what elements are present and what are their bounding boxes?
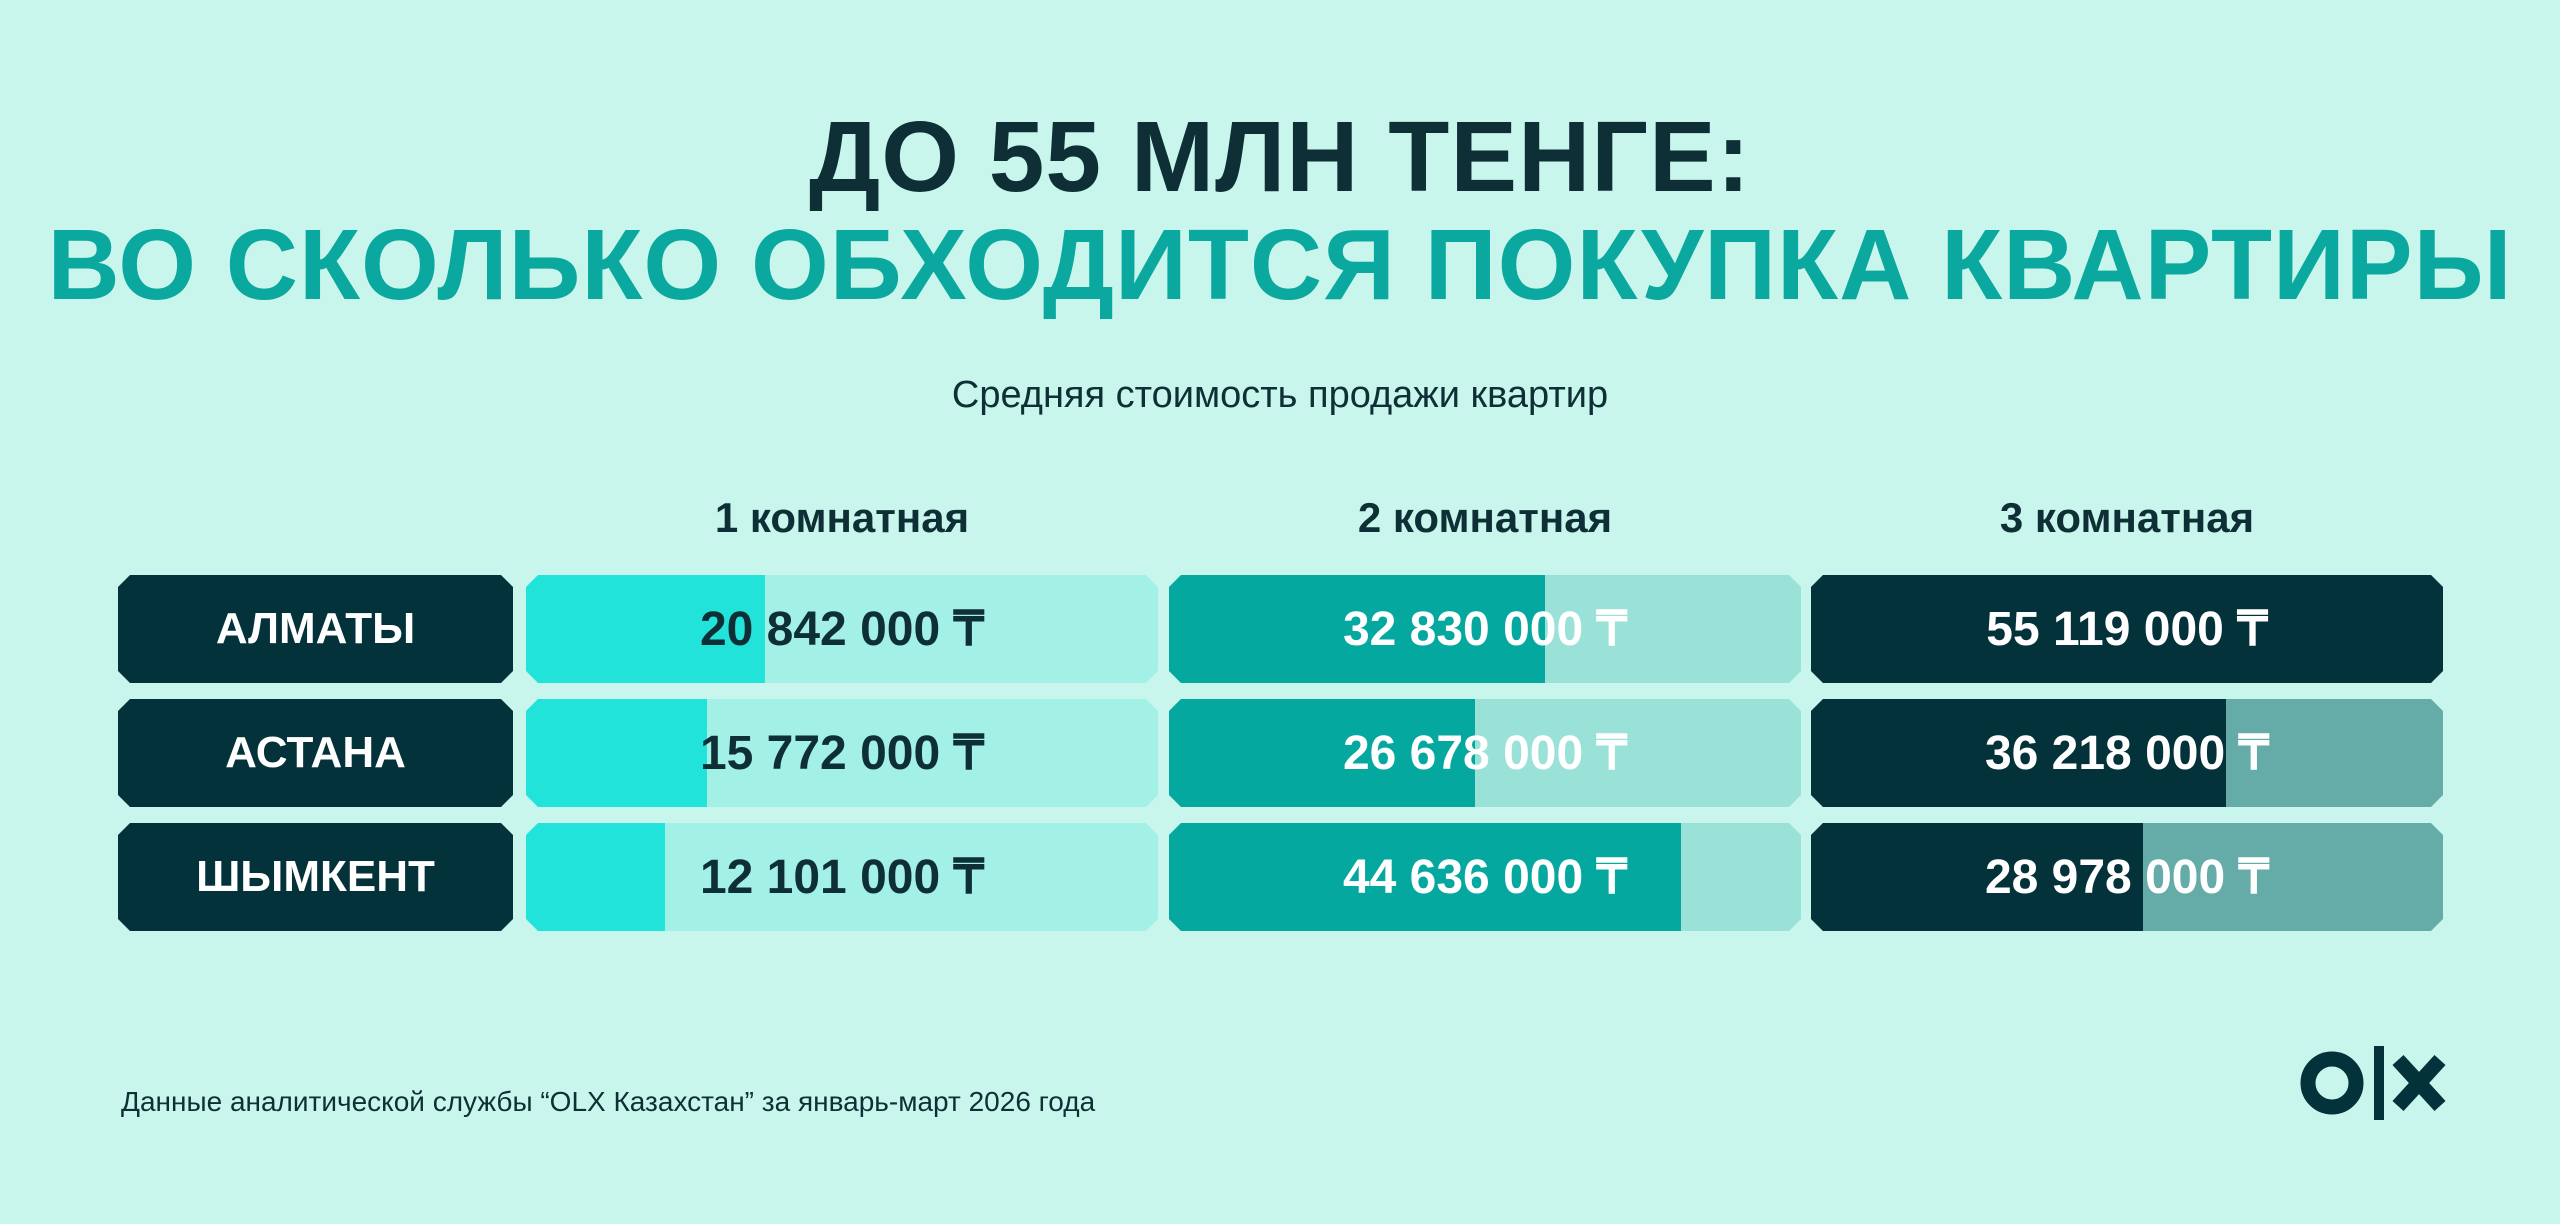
cell: 26 678 000 ₸ xyxy=(1169,699,1801,807)
value-label: 26 678 000 ₸ xyxy=(1342,727,1628,780)
bar xyxy=(1811,575,2443,683)
city-label: АЛМАТЫ xyxy=(118,575,513,683)
bar xyxy=(1169,823,1681,931)
bar xyxy=(526,823,665,931)
city-label: АСТАНА xyxy=(118,699,513,807)
column-header: 3 комнатная xyxy=(1999,494,2255,541)
bar xyxy=(1811,699,2226,807)
value-label: 20 842 000 ₸ xyxy=(699,603,985,656)
value-label: 55 119 000 ₸ xyxy=(1986,603,2268,656)
subtitle: Средняя стоимость продажи квартир xyxy=(951,374,1609,416)
cell: 44 636 000 ₸ xyxy=(1169,823,1801,931)
bar xyxy=(1811,823,2143,931)
cell: 15 772 000 ₸ xyxy=(526,699,1158,807)
value-label: 15 772 000 ₸ xyxy=(699,727,985,780)
value-label: 36 218 000 ₸ xyxy=(1984,727,2270,780)
bar xyxy=(1169,575,1545,683)
cell: 55 119 000 ₸ xyxy=(1811,575,2443,683)
city-label: ШЫМКЕНТ xyxy=(118,823,513,931)
cell: 32 830 000 ₸ xyxy=(1169,575,1801,683)
cell: 36 218 000 ₸ xyxy=(1811,699,2443,807)
title-line: ДО 55 МЛН ТЕНГЕ: xyxy=(809,101,1751,213)
bar xyxy=(526,699,707,807)
column-header: 1 комнатная xyxy=(714,494,970,541)
value-label: 28 978 000 ₸ xyxy=(1984,851,2270,904)
note: Данные аналитической службы “OLX Казахст… xyxy=(121,1086,1096,1117)
value-label: 12 101 000 ₸ xyxy=(699,851,985,904)
bar xyxy=(1169,699,1475,807)
title-line: ВО СКОЛЬКО ОБХОДИТСЯ ПОКУПКА КВАРТИРЫ xyxy=(47,209,2513,321)
cell: 20 842 000 ₸ xyxy=(526,575,1158,683)
bar xyxy=(526,575,765,683)
value-label: 32 830 000 ₸ xyxy=(1342,603,1628,656)
cell: 28 978 000 ₸ xyxy=(1811,823,2443,931)
value-label: 44 636 000 ₸ xyxy=(1342,851,1628,904)
column-header: 2 комнатная xyxy=(1357,494,1613,541)
logo xyxy=(2300,1046,2446,1120)
cell: 12 101 000 ₸ xyxy=(526,823,1158,931)
